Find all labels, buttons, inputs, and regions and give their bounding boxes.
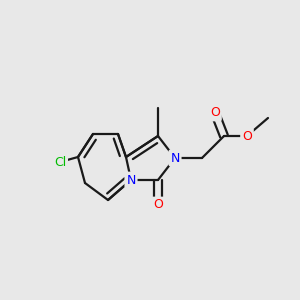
Text: Cl: Cl [54, 155, 66, 169]
Text: O: O [210, 106, 220, 119]
Text: N: N [126, 173, 136, 187]
Text: O: O [242, 130, 252, 142]
Text: O: O [153, 199, 163, 212]
Text: N: N [170, 152, 180, 164]
